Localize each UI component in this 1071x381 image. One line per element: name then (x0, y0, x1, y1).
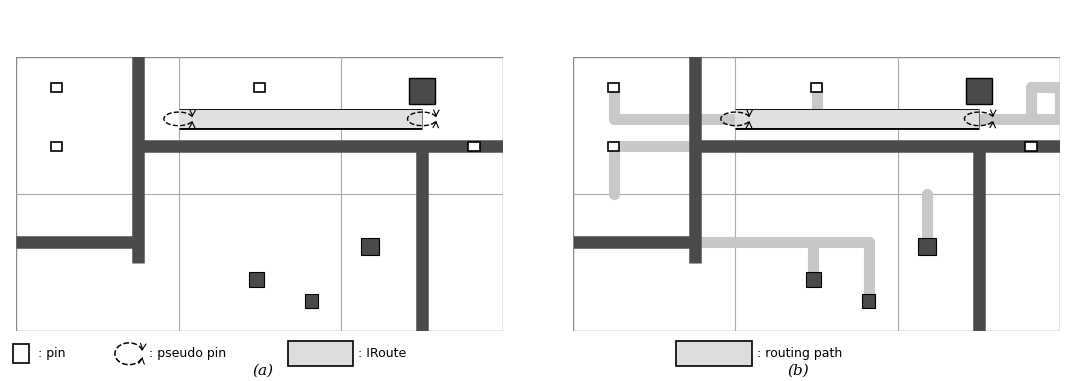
Bar (409, 78, 435, 104)
Bar (254, 83, 266, 92)
Bar (13, 344, 30, 363)
Bar (361, 237, 379, 255)
Bar (250, 272, 263, 287)
Bar (608, 83, 619, 92)
Bar (51, 83, 62, 92)
Text: : IRoute: : IRoute (358, 347, 406, 360)
Bar (468, 141, 480, 151)
Bar (811, 83, 823, 92)
Bar (51, 141, 62, 151)
Text: : routing path: : routing path (757, 347, 842, 360)
Bar (677, 341, 752, 366)
Bar (287, 341, 353, 366)
Text: (b): (b) (787, 363, 809, 377)
Bar (966, 78, 992, 104)
Text: : pseudo pin: : pseudo pin (149, 347, 226, 360)
Bar (305, 295, 318, 308)
Bar (918, 237, 936, 255)
Bar (806, 272, 820, 287)
Bar (1025, 141, 1037, 151)
Text: : pin: : pin (39, 347, 66, 360)
Bar (862, 295, 875, 308)
Text: (a): (a) (252, 363, 273, 377)
Bar (608, 141, 619, 151)
